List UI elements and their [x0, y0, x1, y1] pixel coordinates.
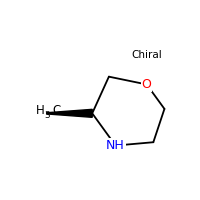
- Text: C: C: [52, 104, 60, 116]
- Text: H: H: [36, 104, 44, 116]
- Text: 3: 3: [44, 111, 50, 120]
- Text: O: O: [142, 78, 152, 91]
- Polygon shape: [47, 109, 92, 117]
- Text: NH: NH: [106, 139, 125, 152]
- Text: Chiral: Chiral: [131, 50, 162, 60]
